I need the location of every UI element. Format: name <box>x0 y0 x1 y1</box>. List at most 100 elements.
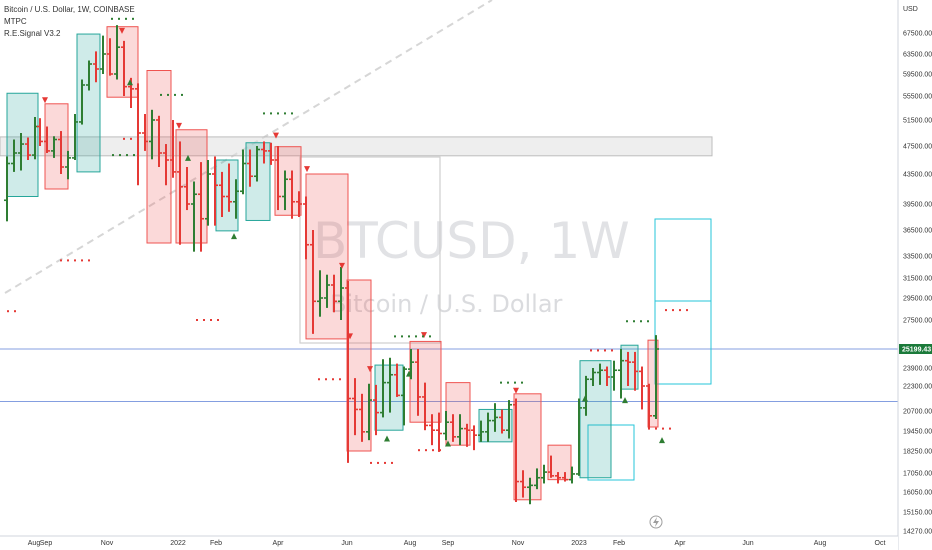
candle <box>37 118 43 146</box>
signal-dot <box>662 427 664 430</box>
signal-dot <box>370 461 372 464</box>
signal-box <box>215 159 239 232</box>
signal-dot <box>181 93 183 96</box>
signal-dot <box>67 259 69 262</box>
price-tick-label: 18250.00 <box>903 449 932 456</box>
candle <box>44 126 50 153</box>
signal-box <box>647 339 659 428</box>
signal-box <box>6 92 39 197</box>
candle <box>520 470 526 498</box>
signal-dot <box>167 93 169 96</box>
signal-dot <box>679 309 681 312</box>
signal-dot <box>7 310 9 313</box>
candle <box>450 414 456 442</box>
price-tick-label: 27500.00 <box>903 318 932 325</box>
candle <box>72 114 78 160</box>
time-axis-ticks: Aug Sep Nov 2022 Feb Apr Jun Aug Sep Nov 2023 Feb Ap… <box>28 540 886 547</box>
candle <box>240 149 246 195</box>
candle <box>4 156 10 222</box>
candle <box>555 472 561 484</box>
candle <box>534 468 540 490</box>
signal-dot <box>160 93 162 96</box>
sell-signal-arrow <box>347 333 353 340</box>
price-tick-label: 23900.00 <box>903 366 932 373</box>
price-tick-label: 16050.00 <box>903 490 932 497</box>
signal-dot <box>119 154 121 157</box>
candle <box>247 149 253 187</box>
time-tick-label: Oct <box>875 540 886 547</box>
candle <box>562 472 568 482</box>
signal-dot <box>137 137 139 140</box>
candle <box>632 351 638 391</box>
indicator-resignal[interactable]: R.E.Signal V3.2 <box>4 29 61 38</box>
signal-dot <box>132 17 134 20</box>
symbol-title[interactable]: Bitcoin / U.S. Dollar, 1W, COINBASE <box>4 5 135 14</box>
price-tick-label: 63500.00 <box>903 52 932 59</box>
lightning-icon[interactable] <box>649 515 663 529</box>
signal-dot <box>74 259 76 262</box>
price-tick-label: 17050.00 <box>903 471 932 478</box>
watermark-description: Bitcoin / U.S. Dollar <box>330 290 563 318</box>
candle <box>485 412 491 442</box>
price-tick-label: 15150.00 <box>903 510 932 517</box>
candle <box>597 363 603 385</box>
candle <box>25 137 31 160</box>
signal-dot <box>196 319 198 321</box>
time-axis[interactable] <box>0 536 898 550</box>
signal-dot <box>112 154 114 157</box>
price-axis[interactable] <box>898 0 932 550</box>
signal-dot <box>133 154 135 157</box>
candle <box>387 357 393 413</box>
signal-dot <box>401 335 403 338</box>
sell-signal-arrow <box>339 262 345 269</box>
buy-signal-arrow <box>582 395 588 402</box>
candle <box>415 348 421 416</box>
candle <box>268 142 274 165</box>
trend-line <box>4 0 493 294</box>
candle <box>345 281 351 463</box>
signal-dot <box>210 319 212 321</box>
indicator-mtpc[interactable]: MTPC <box>4 17 27 26</box>
candle <box>233 179 239 219</box>
candle <box>618 348 624 399</box>
candle <box>177 141 183 245</box>
signal-dot <box>332 378 334 381</box>
signal-dot <box>60 259 62 262</box>
candle <box>303 196 309 260</box>
candle <box>198 162 204 252</box>
price-axis-ticks: 67500.00 63500.00 59500.00 55500.00 51500.00… <box>899 31 932 536</box>
current-price-tag <box>899 344 932 354</box>
candle <box>639 366 645 410</box>
candle <box>324 274 330 308</box>
candle <box>429 414 435 446</box>
price-tick-label: 39500.00 <box>903 202 932 209</box>
candle <box>359 393 365 442</box>
sell-signal-arrow <box>119 27 125 34</box>
signal-dot <box>118 17 120 20</box>
signal-dot <box>339 378 341 381</box>
candle <box>135 83 141 186</box>
candle <box>142 114 148 151</box>
signal-dot <box>203 319 205 321</box>
signal-dot <box>418 449 420 452</box>
candle <box>261 141 267 164</box>
projection-box-upper <box>654 218 712 302</box>
sell-signal-arrow <box>42 97 48 104</box>
signal-dot <box>633 320 635 323</box>
price-tick-label: 67500.00 <box>903 31 932 38</box>
candle <box>100 35 106 74</box>
signal-dot <box>672 309 674 312</box>
signal-dot <box>263 112 265 115</box>
candle <box>352 378 358 436</box>
buy-signal-arrow <box>445 440 451 447</box>
sell-signal-arrow <box>273 132 279 139</box>
range-box <box>299 156 441 344</box>
signal-dot <box>270 112 272 115</box>
signal-dot <box>408 335 410 338</box>
candle <box>457 414 463 446</box>
time-tick-label: Feb <box>210 540 222 547</box>
signal-dot <box>648 427 650 430</box>
signal-dot <box>325 378 327 381</box>
candle <box>513 398 519 502</box>
